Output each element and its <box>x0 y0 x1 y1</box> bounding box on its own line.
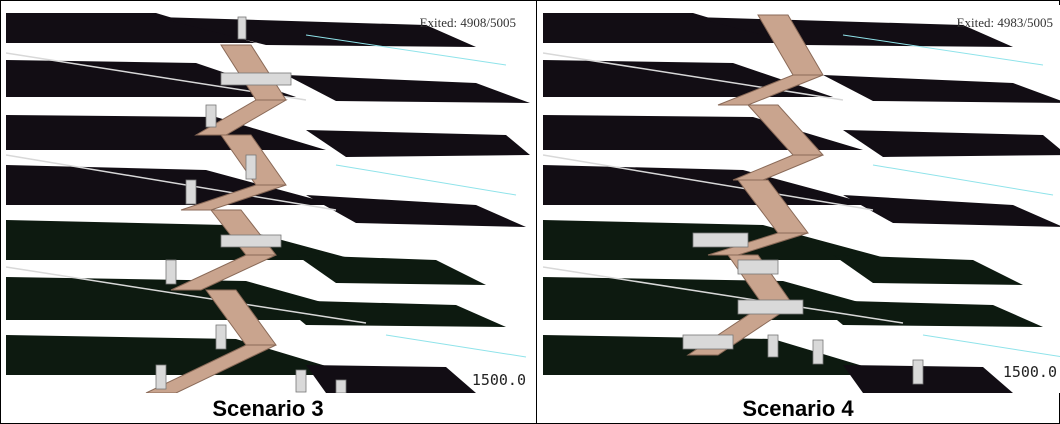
person <box>156 365 166 389</box>
stretcher <box>221 73 291 85</box>
scene: Exited: 4983/5005 1500.0 <box>543 5 1060 393</box>
person <box>296 370 306 392</box>
person <box>336 380 346 393</box>
stretcher <box>738 300 803 314</box>
stretcher <box>693 233 748 247</box>
caption: Scenario 3 <box>212 396 323 421</box>
stretcher <box>683 335 733 349</box>
sim-time: 1500.0 <box>472 371 526 389</box>
scene: Exited: 4908/5005 1500.0 <box>6 5 530 393</box>
person <box>768 335 778 357</box>
caption: Scenario 4 <box>742 396 854 421</box>
stretcher <box>738 260 778 274</box>
exited-counter: Exited: 4908/5005 <box>420 15 516 30</box>
exited-counter: Exited: 4983/5005 <box>957 15 1053 30</box>
person <box>216 325 226 349</box>
person <box>813 340 823 364</box>
figure: Exited: 4908/5005 1500.0 Scenario 3 Exit… <box>0 0 1060 424</box>
stretcher <box>221 235 281 247</box>
person <box>246 155 256 179</box>
person <box>206 105 216 127</box>
person <box>238 17 246 39</box>
person <box>913 360 923 384</box>
sim-time: 1500.0 <box>1003 363 1057 381</box>
person <box>166 260 176 284</box>
person <box>186 180 196 204</box>
